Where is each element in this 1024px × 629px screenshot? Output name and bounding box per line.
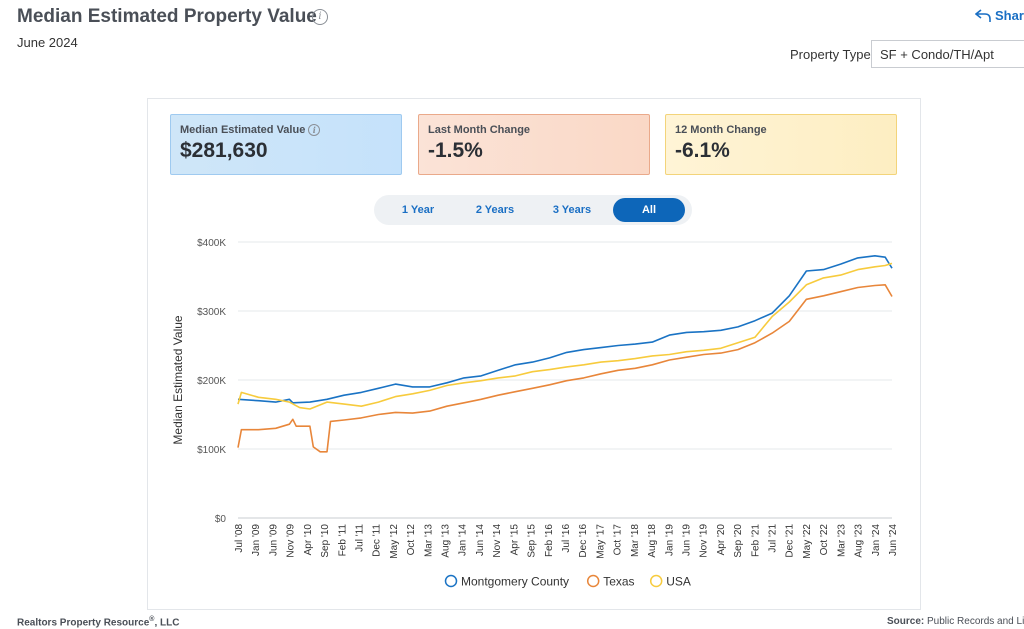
kpi-median-value: Median Estimated Value i $281,630 [170, 114, 402, 175]
footer-company: Realtors Property Resource®, LLC [17, 616, 179, 628]
property-type-label: Property Type [790, 47, 871, 62]
kpi-last-month-change: Last Month Change -1.5% [418, 114, 650, 175]
share-button[interactable]: Share [974, 8, 1024, 23]
registered-mark: ® [149, 616, 155, 623]
chart-card [147, 98, 921, 610]
info-icon[interactable]: i [308, 124, 321, 136]
tab-1-year[interactable]: 1 Year [401, 204, 435, 216]
share-label: Share [995, 8, 1024, 23]
page-title: Median Estimated Property Value [17, 6, 317, 27]
kpi-value: $281,630 [180, 139, 268, 162]
range-tabs: 1 Year 2 Years 3 Years All [374, 195, 692, 225]
source-value: Public Records and Lis [927, 616, 1024, 627]
info-icon[interactable]: i [312, 9, 328, 25]
tab-3-years[interactable]: 3 Years [552, 204, 592, 216]
share-icon [974, 9, 991, 22]
kpi-label: Median Estimated Value [180, 124, 306, 136]
page-subtitle: June 2024 [17, 35, 78, 50]
property-type-select[interactable]: SF + Condo/TH/Apt [871, 40, 1024, 68]
footer-source: Source: Public Records and Lis [887, 616, 1024, 627]
footer-company-suffix: , LLC [154, 617, 180, 629]
tab-2-years[interactable]: 2 Years [475, 204, 515, 216]
kpi-value: -1.5% [428, 139, 483, 162]
tab-all[interactable]: All [613, 198, 685, 222]
kpi-value: -6.1% [675, 139, 730, 162]
kpi-12-month-change: 12 Month Change -6.1% [665, 114, 897, 175]
kpi-label: Last Month Change [428, 124, 531, 136]
footer-company-name: Realtors Property Resource [17, 617, 150, 629]
kpi-label: 12 Month Change [675, 124, 767, 136]
source-label: Source: [887, 616, 925, 627]
